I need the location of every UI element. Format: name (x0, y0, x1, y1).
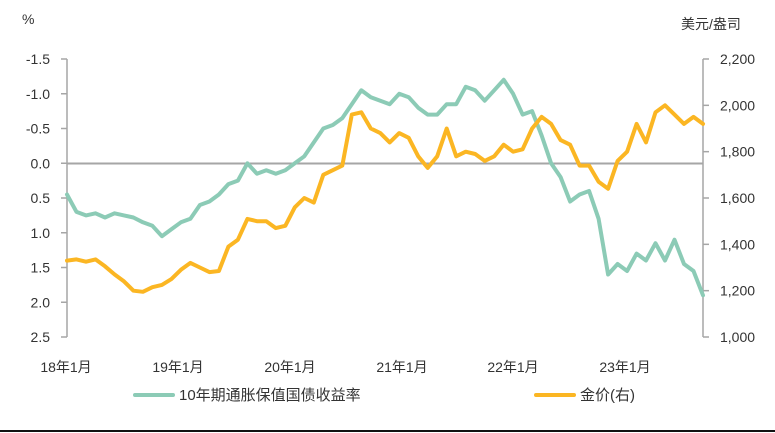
x-tick-label: 18年1月 (40, 359, 91, 375)
right-tick-label: 1,800 (720, 144, 755, 160)
right-tick-label: 1,000 (720, 329, 755, 345)
x-tick-label: 22年1月 (487, 359, 538, 375)
left-axis: -1.5 -1.0 -0.5 0.0 0.5 1.0 1.5 2.0 2.5 (26, 51, 68, 345)
bottom-divider (0, 430, 775, 432)
x-tick-label: 23年1月 (599, 359, 650, 375)
right-tick-label: 1,600 (720, 190, 755, 206)
tips-yield-line (65, 77, 705, 298)
legend: 10年期通胀保值国债收益率 金价(右) (0, 384, 775, 408)
x-tick-label: 20年1月 (264, 359, 315, 375)
left-tick-label: 1.0 (31, 225, 51, 241)
legend-item-tips: 10年期通胀保值国债收益率 (133, 384, 361, 405)
left-axis-unit: % (22, 11, 34, 27)
left-tick-label: 2.0 (31, 294, 51, 310)
legend-label-gold: 金价(右) (580, 387, 635, 404)
legend-item-gold: 金价(右) (534, 384, 635, 405)
left-tick-label: 1.5 (31, 260, 51, 276)
gold-price-line (65, 103, 705, 294)
right-tick-label: 1,400 (720, 236, 755, 252)
x-axis: 18年1月 19年1月 20年1月 21年1月 22年1月 23年1月 (40, 359, 650, 375)
left-tick-label: -1.5 (26, 51, 50, 67)
x-tick-label: 19年1月 (152, 359, 203, 375)
right-axis-unit: 美元/盎司 (681, 16, 741, 32)
right-tick-label: 1,200 (720, 283, 755, 299)
left-tick-label: 0.5 (31, 190, 51, 206)
legend-swatch-tips (133, 392, 175, 397)
left-tick-label: -0.5 (26, 121, 50, 137)
legend-label-tips: 10年期通胀保值国债收益率 (179, 387, 361, 404)
legend-swatch-gold (534, 392, 576, 397)
right-tick-label: 2,000 (720, 97, 755, 113)
left-tick-label: -1.0 (26, 86, 50, 102)
left-tick-label: 0.0 (31, 155, 51, 171)
left-tick-label: 2.5 (31, 329, 51, 345)
right-tick-label: 2,200 (720, 51, 755, 67)
x-tick-label: 21年1月 (376, 359, 427, 375)
right-axis: 2,200 2,000 1,800 1,600 1,400 1,200 1,000 (702, 51, 755, 345)
